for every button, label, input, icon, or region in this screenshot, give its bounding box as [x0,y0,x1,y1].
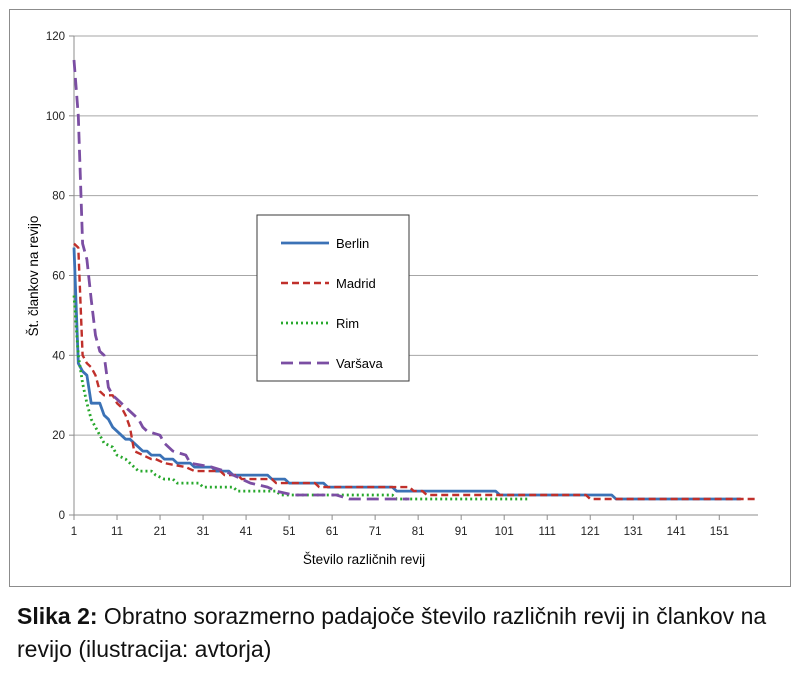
legend-label: Madrid [336,276,376,291]
series-lines [72,59,758,501]
x-tick-label: 1 [71,526,77,538]
x-tick-label: 71 [369,526,382,538]
y-tick-label: 40 [52,350,65,362]
legend: Berlin Madrid Rim Varšava [256,214,410,382]
x-tick-label: 11 [111,526,123,538]
x-tick-label: 141 [667,526,686,538]
series-line-madrid [73,242,758,501]
figure-caption: Slika 2: Obratno sorazmerno padajoče šte… [17,600,787,666]
series-line-berlin [72,247,741,501]
x-tick-label: 41 [240,526,253,538]
y-tick-label: 20 [52,430,65,442]
legend-box [256,214,410,382]
x-tick-label: 121 [581,526,600,538]
x-tick-label: 51 [283,526,296,538]
caption-lead: Slika 2: [17,603,98,629]
x-tick-label: 31 [197,526,210,538]
x-tick-label: 81 [412,526,425,538]
y-axis-title: Št. člankov na revijo [26,216,41,337]
legend-label: Berlin [336,236,369,251]
x-tick-label: 61 [326,526,339,538]
gridlines [74,35,758,436]
x-axis-title: Število različnih revij [303,552,425,567]
caption-text: Obratno sorazmerno padajoče število razl… [17,603,767,662]
legend-label: Varšava [336,356,383,371]
x-tick-label: 131 [624,526,643,538]
y-tick-label: 120 [46,31,65,43]
y-tick-label: 0 [59,510,65,522]
x-tick-label: 91 [455,526,468,538]
x-tick-label: 21 [154,526,167,538]
y-tick-label: 80 [52,191,65,203]
y-tick-label: 100 [46,111,65,123]
x-tick-label: 101 [495,526,514,538]
y-tick-label: 60 [52,271,65,283]
legend-label: Rim [336,316,359,331]
x-tick-label: 151 [710,526,729,538]
chart-frame: 0 20 40 60 80 100 120 1 11 21 31 41 51 61 71 81 91 101 111… [9,9,791,587]
x-tick-label: 111 [538,526,555,538]
